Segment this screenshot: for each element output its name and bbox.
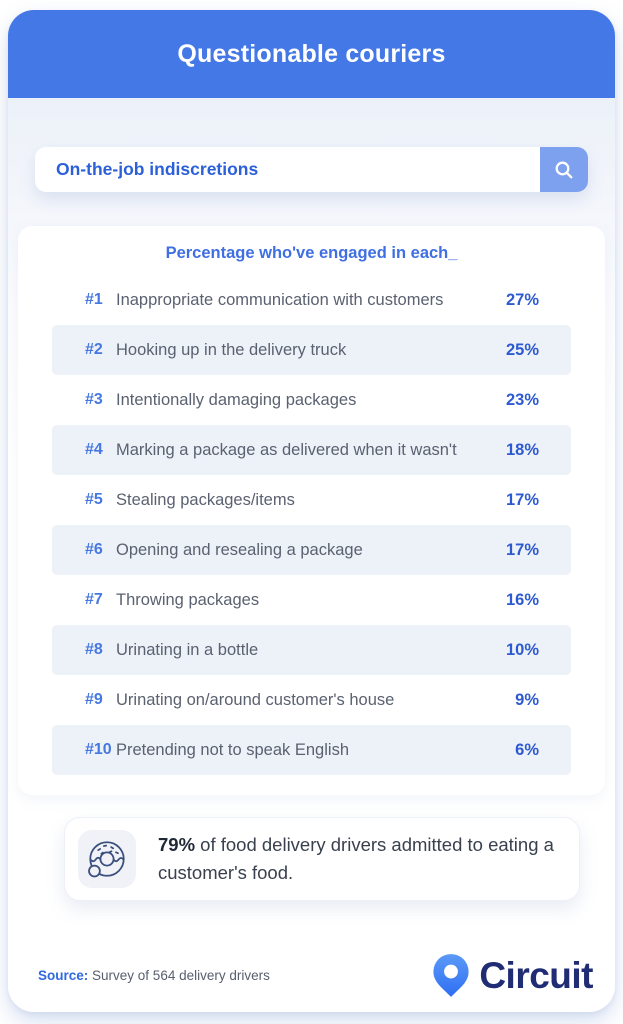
rank-label: #8	[85, 641, 103, 658]
rank-label: #4	[85, 441, 103, 458]
item-percentage: 25%	[505, 340, 539, 359]
table-row: #3 Intentionally damaging packages 23%	[52, 375, 571, 425]
table-row: #4 Marking a package as delivered when i…	[52, 425, 571, 475]
item-label: Urinating in a bottle	[116, 640, 259, 659]
rank-label: #6	[85, 541, 103, 558]
callout-rest: of food delivery drivers admitted to eat…	[158, 834, 554, 883]
item-percentage: 17%	[505, 540, 539, 559]
donut-icon	[88, 841, 125, 878]
page-title: Questionable couriers	[177, 39, 446, 68]
rank-label: #9	[85, 691, 103, 708]
table-row: #5 Stealing packages/items 17%	[52, 475, 571, 525]
table-row: #7 Throwing packages 16%	[52, 575, 571, 625]
table-row: #10 Pretending not to speak English 6%	[52, 725, 571, 775]
item-percentage: 23%	[505, 390, 539, 409]
donut-icon-box	[78, 830, 136, 888]
header: Questionable couriers	[8, 10, 615, 98]
item-label: Inappropriate communication with custome…	[116, 290, 444, 309]
rank-label: #5	[85, 491, 103, 508]
rank-label: #7	[85, 591, 103, 608]
rank-label: #1	[85, 291, 103, 308]
ranking-card: Percentage who've engaged in each_ #1 In…	[18, 226, 605, 795]
item-label: Urinating on/around customer's house	[116, 690, 395, 709]
item-label: Stealing packages/items	[116, 490, 295, 509]
source-text: Survey of 564 delivery drivers	[92, 968, 270, 983]
item-label: Intentionally damaging packages	[116, 390, 357, 409]
table-row: #6 Opening and resealing a package 17%	[52, 525, 571, 575]
item-percentage: 16%	[505, 590, 539, 609]
item-percentage: 17%	[505, 490, 539, 509]
item-label: Opening and resealing a package	[116, 540, 363, 559]
table-row: #8 Urinating in a bottle 10%	[52, 625, 571, 675]
item-percentage: 9%	[515, 690, 539, 709]
list-title: Percentage who've engaged in each_	[165, 244, 458, 262]
item-label: Pretending not to speak English	[116, 740, 349, 759]
callout-card: 79% of food delivery drivers admitted to…	[64, 817, 580, 901]
search-input[interactable]	[35, 147, 588, 192]
table-row: #9 Urinating on/around customer's house …	[52, 675, 571, 725]
footer: Source: Survey of 564 delivery drivers C…	[38, 953, 593, 998]
circuit-logo: Circuit	[432, 953, 593, 998]
rank-label: #3	[85, 391, 103, 408]
search-button[interactable]	[540, 147, 588, 192]
item-label: Hooking up in the delivery truck	[116, 340, 347, 359]
brand-name: Circuit	[479, 954, 593, 996]
search-icon	[555, 161, 573, 178]
table-row: #2 Hooking up in the delivery truck 25%	[52, 325, 571, 375]
table-row: #1 Inappropriate communication with cust…	[52, 275, 571, 325]
callout-text: 79% of food delivery drivers admitted to…	[158, 831, 561, 887]
item-percentage: 18%	[505, 440, 539, 459]
item-label: Marking a package as delivered when it w…	[116, 440, 457, 459]
item-percentage: 10%	[505, 640, 539, 659]
source-label: Source:	[38, 968, 89, 983]
source-note: Source: Survey of 564 delivery drivers	[38, 968, 270, 983]
rank-label: #2	[85, 341, 103, 358]
infographic-card: Questionable couriers Percentage who've …	[8, 10, 615, 1012]
ranking-list: #1 Inappropriate communication with cust…	[52, 275, 571, 775]
map-pin-icon	[433, 954, 469, 997]
item-percentage: 6%	[515, 740, 539, 759]
item-label: Throwing packages	[116, 590, 260, 609]
search-bar	[35, 147, 588, 192]
item-percentage: 27%	[505, 290, 539, 309]
callout-highlight: 79%	[158, 834, 196, 856]
rank-label: #10	[85, 741, 112, 758]
